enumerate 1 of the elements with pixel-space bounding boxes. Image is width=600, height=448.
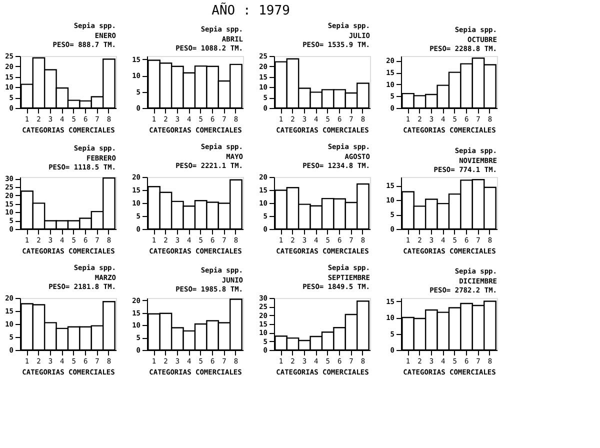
text: AÑO : 1979 (212, 2, 290, 18)
